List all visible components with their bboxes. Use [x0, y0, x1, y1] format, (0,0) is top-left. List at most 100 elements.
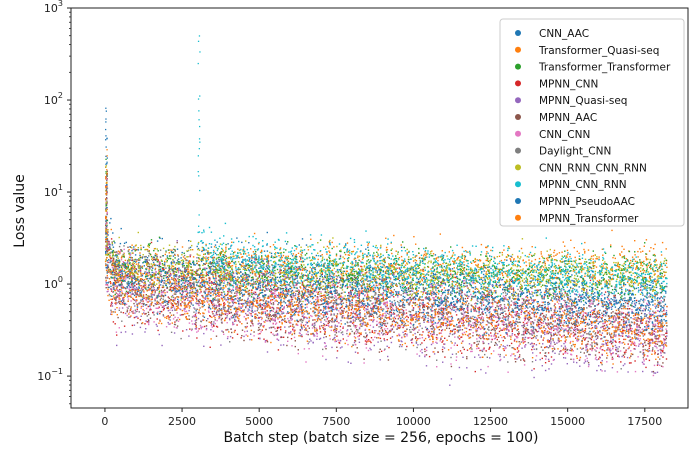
data-point: [233, 251, 235, 254]
data-point: [353, 245, 356, 248]
data-point: [553, 348, 556, 350]
data-point: [168, 301, 170, 304]
data-point: [351, 289, 354, 292]
data-point: [153, 249, 155, 252]
data-point: [540, 312, 542, 315]
data-point: [433, 274, 435, 276]
data-point: [347, 281, 350, 283]
data-point: [629, 278, 631, 281]
data-point: [640, 261, 643, 263]
data-point: [621, 299, 624, 301]
data-point: [571, 274, 573, 276]
data-point: [454, 273, 456, 275]
data-point: [331, 292, 333, 295]
data-point: [544, 306, 546, 309]
data-point: [150, 256, 153, 258]
data-point: [608, 319, 610, 322]
data-point: [556, 259, 558, 262]
data-point: [267, 268, 270, 270]
data-point: [326, 311, 328, 313]
data-point: [549, 275, 551, 277]
data-point: [423, 339, 425, 342]
data-point: [603, 262, 605, 265]
data-point: [515, 274, 517, 276]
data-point: [488, 269, 490, 271]
data-point: [666, 332, 668, 334]
data-point: [154, 252, 157, 255]
data-point: [174, 257, 176, 259]
data-point: [357, 279, 360, 282]
data-point: [556, 310, 559, 312]
data-point: [380, 327, 383, 329]
data-point: [208, 253, 210, 255]
data-point: [111, 301, 113, 304]
data-point: [143, 279, 146, 281]
data-point: [480, 254, 482, 256]
data-point: [389, 300, 391, 302]
data-point: [187, 303, 189, 305]
data-point: [450, 246, 452, 248]
data-point: [267, 256, 269, 259]
data-point: [628, 362, 631, 364]
data-point: [343, 267, 345, 269]
data-point: [632, 300, 634, 303]
data-point: [234, 301, 236, 304]
data-point: [280, 310, 283, 313]
data-point: [248, 242, 250, 244]
data-point: [327, 282, 329, 284]
data-point: [643, 355, 645, 357]
data-point: [222, 255, 225, 258]
data-point: [172, 265, 175, 268]
data-point: [645, 253, 647, 255]
data-point: [170, 302, 172, 304]
data-point: [402, 312, 404, 315]
data-point: [423, 276, 425, 278]
data-point: [112, 269, 115, 271]
data-point: [242, 309, 244, 312]
data-point: [499, 251, 501, 254]
data-point: [578, 308, 580, 310]
data-point: [628, 266, 630, 269]
data-point: [400, 244, 402, 246]
data-point: [619, 328, 621, 331]
data-point: [168, 265, 171, 268]
data-point: [156, 318, 158, 320]
data-point: [432, 263, 434, 265]
data-point: [640, 282, 642, 284]
data-point: [197, 247, 200, 250]
data-point: [356, 275, 359, 278]
data-point: [351, 302, 353, 304]
data-point: [363, 289, 366, 291]
data-point: [302, 296, 304, 298]
data-point: [277, 326, 280, 329]
data-point: [216, 268, 218, 270]
data-point: [377, 264, 379, 266]
data-point: [644, 242, 646, 244]
data-point: [431, 250, 433, 252]
data-point: [482, 335, 484, 338]
data-point: [651, 350, 654, 352]
data-point: [252, 276, 254, 278]
data-point: [560, 298, 563, 300]
data-point: [182, 279, 184, 282]
data-point: [182, 275, 184, 277]
data-point: [247, 273, 249, 276]
data-point: [461, 352, 463, 354]
data-point: [602, 320, 604, 322]
data-point: [335, 307, 337, 309]
data-point: [467, 272, 470, 274]
data-point: [133, 248, 135, 250]
data-point: [122, 264, 124, 266]
data-point: [287, 255, 289, 257]
data-point: [440, 282, 443, 285]
data-point: [121, 269, 123, 272]
data-point: [307, 290, 309, 293]
data-point: [601, 292, 603, 294]
data-point: [234, 320, 236, 322]
data-point: [120, 227, 122, 230]
data-point: [468, 291, 471, 293]
data-point: [114, 242, 116, 244]
data-point: [642, 299, 644, 302]
data-point: [628, 298, 631, 301]
data-point: [198, 274, 200, 276]
